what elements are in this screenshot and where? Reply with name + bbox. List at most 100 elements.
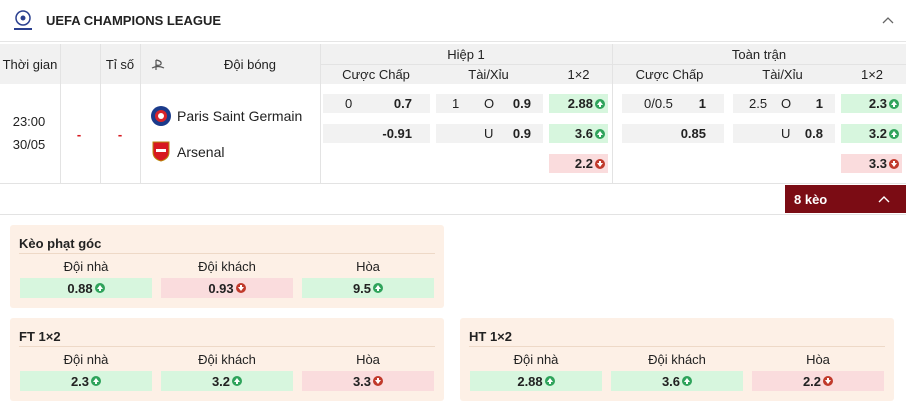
- odds-cell[interactable]: 2.2: [752, 371, 884, 391]
- panel-title: HT 1×2: [469, 327, 769, 345]
- ou-label: O: [484, 96, 495, 111]
- odds-cell[interactable]: 2.88: [470, 371, 602, 391]
- odds-value: 0.85: [680, 126, 706, 141]
- column-label: Hòa: [302, 350, 434, 368]
- column-label: Đội khách: [161, 257, 293, 275]
- odds-value: 2.3: [868, 96, 887, 111]
- column-label: Hòa: [806, 351, 830, 367]
- odds-value: 0.8: [804, 126, 823, 141]
- score: -: [117, 126, 123, 142]
- column-label: Đội nhà: [20, 257, 152, 275]
- handicap-cell[interactable]: 0/0.5 1: [622, 94, 724, 113]
- odds-cell[interactable]: 2.3: [20, 371, 152, 391]
- panel-title: FT 1×2: [19, 327, 319, 345]
- trend-icon: [595, 158, 605, 169]
- odds-value: -0.91: [382, 126, 412, 141]
- handicap-cell[interactable]: 0 0.7: [323, 94, 430, 113]
- odds-cell[interactable]: 9.5: [302, 278, 434, 298]
- over-under-cell[interactable]: 2.5 O 1: [733, 94, 835, 113]
- divider: [60, 44, 61, 183]
- odds-value: 0.7: [393, 96, 412, 111]
- column-label: Đội khách: [198, 258, 256, 274]
- odds-cell[interactable]: 2.88: [549, 94, 608, 113]
- home-logo: [151, 106, 171, 126]
- handicap-line: 0: [345, 96, 353, 111]
- odds-value: 0.88: [67, 280, 93, 296]
- odds-cell[interactable]: 0.88: [20, 278, 152, 298]
- team-name: Paris Saint Germain: [177, 106, 320, 126]
- odds-value: 1: [698, 96, 706, 111]
- column-label: Hòa: [752, 350, 884, 368]
- header: Đội bóng: [223, 56, 277, 72]
- over-under-cell[interactable]: U 0.9: [436, 124, 543, 143]
- team-name: Arsenal: [177, 144, 225, 160]
- match-date: 30/05: [12, 136, 46, 152]
- team-name: Arsenal: [177, 142, 320, 162]
- odds-value: 3.2: [868, 126, 887, 141]
- trend-icon: [544, 376, 555, 386]
- odds-cell[interactable]: 3.6: [549, 124, 608, 143]
- odds-value: 2.88: [567, 96, 593, 111]
- header: Cược Chấp: [342, 66, 410, 82]
- header: Toàn trận: [731, 46, 787, 62]
- odds-cell[interactable]: 2.2: [549, 154, 608, 173]
- header: Tỉ số: [100, 44, 140, 84]
- odds-value: 2.88: [517, 373, 543, 389]
- header: Thời gian: [0, 44, 60, 84]
- panel-title: Kèo phạt góc: [19, 235, 102, 251]
- column-label: Đội nhà: [470, 350, 602, 368]
- over-under-cell[interactable]: U 0.8: [733, 124, 835, 143]
- column-label: Đội nhà: [20, 350, 152, 368]
- column-label: Đội nhà: [513, 351, 559, 367]
- odds-value: 3.2: [211, 373, 231, 389]
- header: 1×2: [838, 64, 906, 84]
- odds-cell[interactable]: 3.2: [161, 371, 293, 391]
- odds-cell[interactable]: 3.3: [302, 371, 434, 391]
- odds-value: 9.5: [352, 280, 372, 296]
- column-label: Đội khách: [161, 350, 293, 368]
- more-button[interactable]: 8 kèo: [785, 185, 906, 213]
- header: Cược Chấp: [612, 64, 727, 84]
- divider: [0, 183, 906, 184]
- odds-cell[interactable]: 0.93: [161, 278, 293, 298]
- over-under-cell[interactable]: 1 O 0.9: [436, 94, 543, 113]
- header: Cược Chấp: [320, 64, 432, 84]
- collapse-icon[interactable]: [882, 16, 894, 24]
- odds-cell[interactable]: 3.3: [841, 154, 902, 173]
- odds-value: 0.9: [512, 126, 531, 141]
- match-date: 30/05: [0, 135, 58, 153]
- header: Tài/Xỉu: [432, 64, 545, 84]
- odds-cell[interactable]: 3.2: [841, 124, 902, 143]
- ou-line: 2.5: [749, 96, 768, 111]
- handicap-cell[interactable]: 0.85: [622, 124, 724, 143]
- ou-label: U: [484, 126, 494, 141]
- odds-value: 2.2: [574, 156, 593, 171]
- column-label: Đội khách: [648, 351, 706, 367]
- header: Cược Chấp: [635, 66, 704, 82]
- header: Tỉ số: [105, 56, 135, 72]
- column-label: Đội khách: [611, 350, 743, 368]
- divider: [0, 214, 906, 215]
- score: -: [60, 125, 98, 143]
- header: 1×2: [567, 66, 590, 82]
- trend-icon: [889, 128, 899, 139]
- odds-value: 3.6: [661, 373, 681, 389]
- header: 1×2: [545, 64, 612, 84]
- odds-cell[interactable]: 3.6: [611, 371, 743, 391]
- handicap-cell[interactable]: -0.91: [323, 124, 430, 143]
- odds-cell[interactable]: 2.3: [841, 94, 902, 113]
- league-title: UEFA CHAMPIONS LEAGUE: [46, 13, 222, 28]
- divider: [100, 44, 101, 183]
- trend-icon: [373, 283, 384, 293]
- trend-icon: [595, 98, 605, 109]
- match-time: 23:00: [12, 113, 46, 129]
- header: Đội bóng: [180, 44, 320, 84]
- panel-title: HT 1×2: [469, 328, 512, 344]
- odds-value: 3.3: [352, 373, 372, 389]
- header: Hiệp 1: [320, 44, 612, 64]
- match-time: 23:00: [0, 112, 58, 130]
- ps-icon: [151, 59, 165, 70]
- column-label: Đội nhà: [63, 351, 109, 367]
- header: Tài/Xỉu: [468, 66, 509, 82]
